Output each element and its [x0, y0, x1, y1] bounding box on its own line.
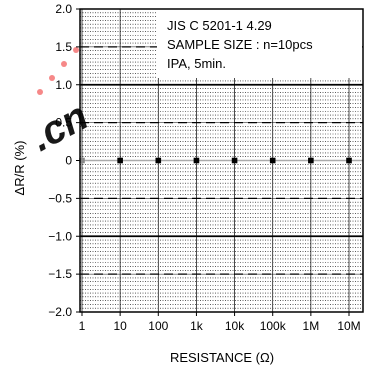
- y-tick-label: 1.0: [55, 78, 72, 92]
- x-tick-label: 1k: [190, 319, 204, 333]
- x-tick-label: 10M: [337, 319, 360, 333]
- data-point: [117, 157, 123, 164]
- watermark-dot: [49, 75, 55, 81]
- data-point: [308, 157, 314, 164]
- x-tick-label: 1: [79, 319, 86, 333]
- annotation-box: JIS C 5201-1 4.29 SAMPLE SIZE : n=10pcs …: [157, 8, 362, 78]
- x-tick-label: 100k: [260, 319, 287, 333]
- data-point: [269, 157, 276, 164]
- data-point: [231, 157, 238, 164]
- x-tick-label: 10: [113, 319, 127, 333]
- annotation-line-1: JIS C 5201-1 4.29: [167, 18, 272, 33]
- y-tick-label: 0.5: [55, 116, 72, 130]
- data-point: [193, 157, 200, 164]
- x-tick-label: 10k: [225, 319, 245, 333]
- x-axis-ticks: 1 10 100 1k 10k 100k 1M 10M: [79, 312, 361, 333]
- y-tick-label: −2.0: [48, 305, 72, 319]
- y-axis-ticks: 2.0 1.5 1.0 0.5 0 −0.5 −1.0 −1.5 −2.0: [48, 2, 80, 319]
- data-point: [346, 157, 352, 164]
- watermark-logo: .cn: [24, 47, 95, 160]
- x-tick-label: 100: [148, 319, 168, 333]
- x-tick-label: 1M: [303, 319, 320, 333]
- watermark-dot: [73, 47, 79, 53]
- annotation-line-3: IPA, 5min.: [167, 56, 226, 71]
- watermark-dot: [37, 89, 43, 95]
- x-axis-label: RESISTANCE (Ω): [170, 350, 274, 365]
- y-tick-label: −0.5: [48, 191, 72, 205]
- y-tick-label: 1.5: [55, 40, 72, 54]
- y-tick-label: 0: [65, 154, 72, 168]
- watermark-dot: [61, 61, 67, 67]
- data-point: [155, 157, 162, 164]
- data-markers: [79, 157, 352, 164]
- annotation-background: [157, 8, 362, 78]
- y-tick-label: −1.0: [48, 229, 72, 243]
- y-tick-label: 2.0: [55, 2, 72, 16]
- y-axis-label: ΔR/R (%): [12, 141, 27, 196]
- annotation-line-2: SAMPLE SIZE : n=10pcs: [167, 37, 313, 52]
- y-tick-label: −1.5: [48, 267, 72, 281]
- data-point: [79, 157, 85, 164]
